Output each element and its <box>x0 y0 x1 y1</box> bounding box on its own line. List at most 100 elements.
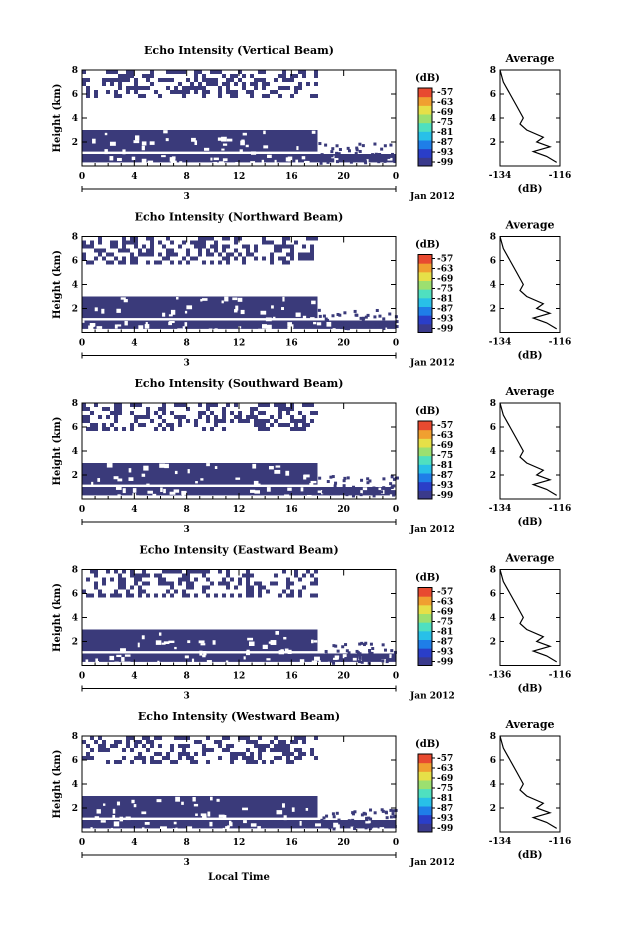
heatmap-cell <box>393 814 397 818</box>
heatmap-gap <box>89 322 96 327</box>
heatmap-cell <box>86 756 90 760</box>
heatmap-cell <box>198 244 202 249</box>
heatmap-cell <box>364 315 368 319</box>
heatmap-cell <box>170 70 174 74</box>
heatmap-cell <box>86 593 90 598</box>
heatmap-cell <box>250 760 254 764</box>
heatmap-cell <box>266 403 270 407</box>
heatmap-gap <box>283 815 287 821</box>
heatmap-cell <box>134 78 138 82</box>
heatmap-cell <box>138 752 142 756</box>
heatmap-cell <box>354 313 358 317</box>
heatmap-cell <box>210 82 214 86</box>
heatmap-cell <box>335 811 339 815</box>
heatmap-cell <box>122 569 126 574</box>
colorbar-tick-label: -57 <box>437 88 453 98</box>
heatmap-cell <box>202 94 206 98</box>
heatmap-gap <box>299 659 305 665</box>
heatmap-cell <box>385 660 389 664</box>
colorbar-segment <box>418 622 432 632</box>
y-tick-label: 4 <box>72 114 78 124</box>
heatmap-cell <box>361 144 365 148</box>
heatmap-cell <box>214 593 218 598</box>
heatmap-cell <box>324 143 328 147</box>
heatmap-cell <box>206 407 210 411</box>
heatmap-cell <box>282 748 286 752</box>
heatmap-cell <box>178 70 182 74</box>
heatmap-cell <box>389 143 393 147</box>
heatmap-cell <box>335 151 339 155</box>
colorbar-frame <box>417 420 433 500</box>
heatmap-cell <box>178 82 182 86</box>
colorbar-tick-label: -87 <box>437 138 453 148</box>
heatmap-cell <box>262 78 266 82</box>
heatmap-cell <box>178 260 182 265</box>
heatmap-cell <box>194 244 198 249</box>
heatmap-cell <box>138 593 142 598</box>
heatmap-cell <box>154 593 158 598</box>
y-tick-label: 8 <box>72 566 78 576</box>
heatmap-cell <box>210 748 214 752</box>
avg-y-tick-label: 2 <box>490 305 496 315</box>
heatmap-cell <box>310 236 314 241</box>
heatmap-gap <box>168 640 175 643</box>
heatmap-cell <box>254 244 258 249</box>
colorbar-tick-label: -69 <box>437 608 453 618</box>
heatmap-cell <box>126 74 130 78</box>
heatmap-cell <box>395 476 399 480</box>
heatmap-cell <box>337 152 341 156</box>
heatmap-cell <box>373 325 377 329</box>
avg-y-tick-label: 6 <box>490 756 496 766</box>
heatmap-gap <box>305 807 309 811</box>
heatmap-cell <box>383 648 387 652</box>
heatmap-cell <box>186 736 190 740</box>
avg-x-tick-label: -134 <box>489 171 512 181</box>
heatmap-gap <box>147 160 154 166</box>
heatmap-cell <box>126 593 130 598</box>
heatmap-cell <box>82 78 86 82</box>
y-tick-label: 8 <box>72 233 78 243</box>
heatmap-cell <box>134 744 138 748</box>
heatmap-cell <box>258 589 262 594</box>
x-tick-label: 8 <box>184 339 190 349</box>
heatmap-cell <box>82 82 86 86</box>
y-axis-label: Height (km) <box>52 750 63 819</box>
heatmap-cell <box>314 236 318 241</box>
y-tick-label: 6 <box>72 257 78 267</box>
heatmap-cell <box>246 581 250 586</box>
heatmap-cell <box>142 252 146 257</box>
heatmap-cell <box>282 260 286 265</box>
avg-y-tick-label: 8 <box>490 566 496 576</box>
colorbar-tick-label: -57 <box>437 255 453 265</box>
heatmap-cell <box>158 407 162 411</box>
heatmap-cell <box>98 252 102 257</box>
heatmap-cell <box>122 256 126 261</box>
heatmap-gap <box>284 494 290 497</box>
heatmap-cell <box>374 491 378 495</box>
heatmap-cell <box>114 593 118 598</box>
heatmap-cell <box>314 736 318 740</box>
heatmap-cell <box>206 569 210 574</box>
heatmap-cell <box>238 581 242 586</box>
heatmap-cell <box>298 252 302 257</box>
x-tick-label: 20 <box>337 838 350 848</box>
heatmap-gap <box>266 324 272 329</box>
heatmap-cell <box>298 589 302 594</box>
heatmap-cell <box>274 756 278 760</box>
heatmap-cell <box>94 248 98 253</box>
heatmap-cell <box>142 744 146 748</box>
heatmap-cell <box>286 760 290 764</box>
heatmap-cell <box>286 78 290 82</box>
heatmap-cell <box>150 756 154 760</box>
heatmap-cell <box>383 823 387 827</box>
x-tick-label: 16 <box>285 339 298 349</box>
heatmap-gap <box>149 141 155 145</box>
heatmap-cell <box>298 419 302 423</box>
heatmap-cell <box>130 403 134 407</box>
avg-x-tick-label: -116 <box>549 837 572 847</box>
heatmap-gap <box>152 493 157 497</box>
heatmap-cell <box>114 411 118 415</box>
heatmap-cell <box>391 656 395 660</box>
heatmap-cell <box>122 248 126 253</box>
heatmap-cell <box>154 427 158 431</box>
